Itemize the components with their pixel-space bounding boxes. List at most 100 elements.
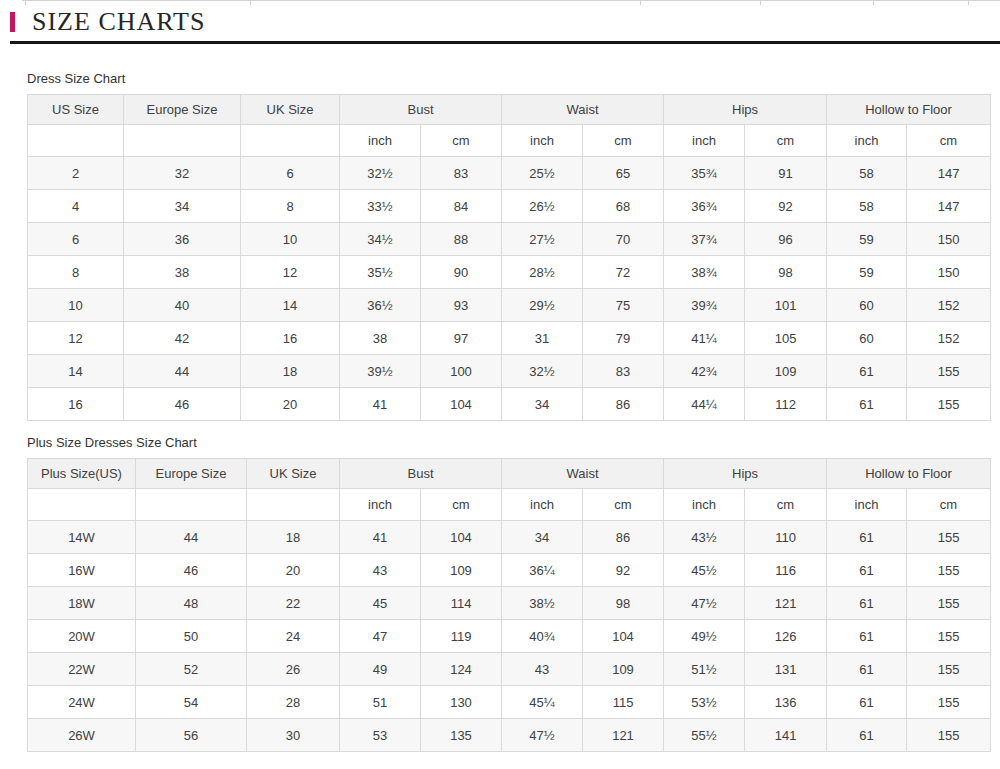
cell: 20W: [28, 620, 136, 653]
dress-size-table: US SizeEurope SizeUK SizeBustWaistHipsHo…: [27, 94, 991, 421]
cell: 36: [124, 223, 241, 256]
cell: 96: [745, 223, 827, 256]
cell: 6: [241, 157, 340, 190]
cell: 98: [583, 587, 664, 620]
cell: 86: [583, 388, 664, 421]
cell: 47½: [502, 719, 583, 752]
table-row: 26W56305313547½12155½14161155: [28, 719, 991, 752]
cell: 41: [340, 521, 421, 554]
column-header: Hips: [664, 95, 827, 125]
cell: 18: [241, 355, 340, 388]
cell: 72: [583, 256, 664, 289]
cell: 12: [241, 256, 340, 289]
plus-size-table: Plus Size(US)Europe SizeUK SizeBustWaist…: [27, 458, 991, 752]
cell: 36¼: [502, 554, 583, 587]
cell: 29½: [502, 289, 583, 322]
unit-header: cm: [907, 489, 991, 521]
cell: 83: [421, 157, 502, 190]
cell: 86: [583, 521, 664, 554]
dress-size-section: Dress Size Chart US SizeEurope SizeUK Si…: [27, 71, 990, 421]
column-header: UK Size: [247, 459, 340, 489]
cell: 97: [421, 322, 502, 355]
cell: 43: [502, 653, 583, 686]
cell: 38: [124, 256, 241, 289]
cell: 14: [28, 355, 124, 388]
unit-header: inch: [827, 125, 907, 157]
cell: 47½: [664, 587, 745, 620]
cell: 61: [827, 388, 907, 421]
table-caption-plus-size: Plus Size Dresses Size Chart: [27, 435, 990, 451]
cell: 32½: [340, 157, 421, 190]
cell: 61: [827, 587, 907, 620]
cell: 20: [241, 388, 340, 421]
cell: 6: [28, 223, 124, 256]
title-divider: [10, 41, 1000, 44]
accent-bar: [10, 12, 15, 32]
cell: 26W: [28, 719, 136, 752]
cell: 59: [827, 256, 907, 289]
cell: 41: [340, 388, 421, 421]
cell: 124: [421, 653, 502, 686]
cell: 60: [827, 289, 907, 322]
cell: 42¾: [664, 355, 745, 388]
cell: 39½: [340, 355, 421, 388]
cell: 152: [907, 322, 991, 355]
cell: 105: [745, 322, 827, 355]
cell: 45¼: [502, 686, 583, 719]
cell: 38¾: [664, 256, 745, 289]
cell: 155: [907, 653, 991, 686]
table-row: 18W48224511438½9847½12161155: [28, 587, 991, 620]
cell: 53: [340, 719, 421, 752]
cell: 24W: [28, 686, 136, 719]
cell: 28½: [502, 256, 583, 289]
table-row: 434833½8426½6836¾9258147: [28, 190, 991, 223]
cell: 14W: [28, 521, 136, 554]
cell: 55½: [664, 719, 745, 752]
cell: 126: [745, 620, 827, 653]
cell: 4: [28, 190, 124, 223]
cell: 40: [124, 289, 241, 322]
cell: 58: [827, 190, 907, 223]
cell: 34½: [340, 223, 421, 256]
cell: 35½: [340, 256, 421, 289]
cell: 155: [907, 719, 991, 752]
cell: 45: [340, 587, 421, 620]
table-row: 232632½8325½6535¾9158147: [28, 157, 991, 190]
cell: 58: [827, 157, 907, 190]
cell: 44: [124, 355, 241, 388]
cell: 22W: [28, 653, 136, 686]
cell: 2: [28, 157, 124, 190]
cell: 115: [583, 686, 664, 719]
cell: 47: [340, 620, 421, 653]
cell: 22: [247, 587, 340, 620]
unit-header: cm: [745, 125, 827, 157]
cell: 35¾: [664, 157, 745, 190]
cell: 46: [124, 388, 241, 421]
column-header: Hollow to Floor: [827, 95, 991, 125]
cell: 41¼: [664, 322, 745, 355]
cell: 39¾: [664, 289, 745, 322]
cell: 61: [827, 355, 907, 388]
cell: 130: [421, 686, 502, 719]
cell: 54: [136, 686, 247, 719]
cell: 34: [502, 388, 583, 421]
column-header: Bust: [340, 95, 502, 125]
cell: 147: [907, 190, 991, 223]
table-row: 6361034½8827½7037¾9659150: [28, 223, 991, 256]
cell: 65: [583, 157, 664, 190]
cell: 150: [907, 256, 991, 289]
cell: 44¼: [664, 388, 745, 421]
cell: 34: [502, 521, 583, 554]
table-row: 24W54285113045¼11553½13661155: [28, 686, 991, 719]
cell: 131: [745, 653, 827, 686]
empty-header-cell: [28, 489, 136, 521]
cell: 141: [745, 719, 827, 752]
table-row: 22W5226491244310951½13161155: [28, 653, 991, 686]
cell: 50: [136, 620, 247, 653]
cell: 136: [745, 686, 827, 719]
unit-header: cm: [583, 489, 664, 521]
cell: 155: [907, 587, 991, 620]
column-header: Hollow to Floor: [827, 459, 991, 489]
cell: 8: [241, 190, 340, 223]
table-row: 1242163897317941¼10560152: [28, 322, 991, 355]
